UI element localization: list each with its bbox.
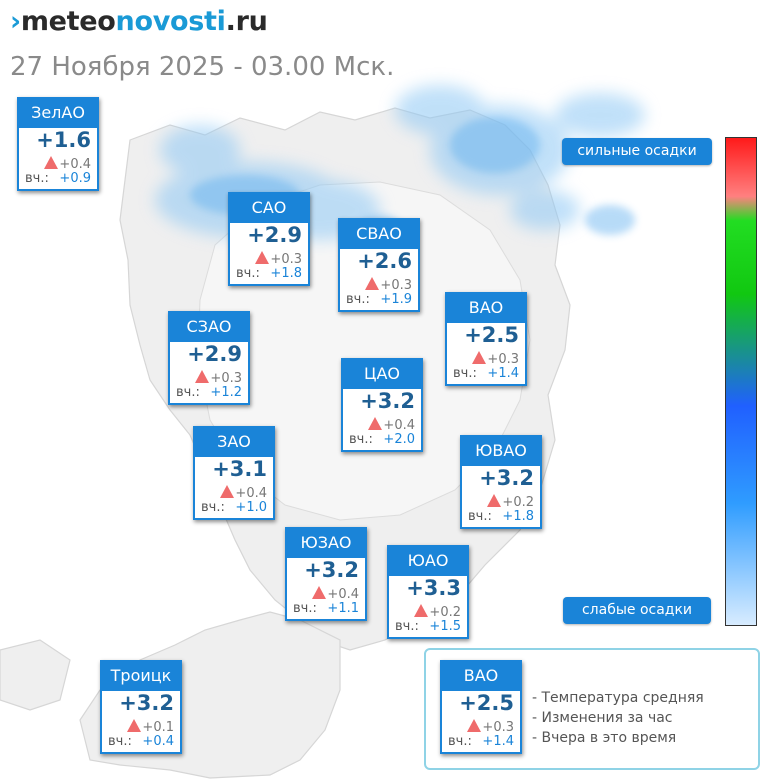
district-name: ЗАО [193, 426, 275, 457]
district-card-yuvao: ЮВАО +3.2 +0.2 вч.: +1.8 [460, 435, 542, 529]
site-logo[interactable]: ›meteonovosti.ru [10, 6, 268, 37]
rise-triangle-icon [467, 719, 482, 732]
strong-precip-label: сильные осадки [562, 138, 712, 165]
temperature-value: +3.3 [406, 576, 461, 600]
yesterday-row: вч.: +1.2 [176, 385, 242, 400]
legend-sample-card: ВАО +2.5 +0.3 вч.: +1.4 [440, 660, 522, 754]
district-card-szao: СЗАО +2.9 +0.3 вч.: +1.2 [168, 311, 250, 405]
hourly-change: +0.3 [255, 251, 302, 267]
temperature-value: +1.6 [36, 128, 91, 152]
district-card-zao: ЗАО +3.1 +0.4 вч.: +1.0 [193, 426, 275, 520]
temperature-value: +2.5 [459, 691, 514, 715]
hourly-change: +0.1 [127, 719, 174, 735]
rise-triangle-icon [487, 494, 502, 507]
yesterday-row: вч.: +1.4 [448, 734, 514, 749]
hourly-change: +0.3 [195, 370, 242, 386]
hourly-change: +0.4 [220, 485, 267, 501]
yesterday-row: вч.: +0.9 [25, 171, 91, 186]
temperature-value: +2.9 [247, 223, 302, 247]
hourly-change: +0.4 [44, 156, 91, 172]
hourly-change: +0.2 [414, 604, 461, 620]
rise-triangle-icon [195, 370, 210, 383]
yesterday-row: вч.: +1.1 [293, 601, 359, 616]
temperature-value: +2.6 [357, 249, 412, 273]
district-name: ЦАО [341, 358, 423, 389]
rise-triangle-icon [220, 485, 235, 498]
rise-triangle-icon [472, 351, 487, 364]
district-card-zelao: ЗелАО +1.6 +0.4 вч.: +0.9 [17, 97, 99, 191]
district-name: ЮАО [387, 545, 469, 576]
district-card-cao: ЦАО +3.2 +0.4 вч.: +2.0 [341, 358, 423, 452]
district-name: ЗелАО [17, 97, 99, 128]
district-name: ЮВАО [460, 435, 542, 466]
rise-triangle-icon [127, 719, 142, 732]
forecast-datetime: 27 Ноября 2025 - 03.00 Мск. [10, 52, 395, 82]
hourly-change: +0.2 [487, 494, 534, 510]
yesterday-row: вч.: +2.0 [349, 432, 415, 447]
district-card-troitsk: Троицк +3.2 +0.1 вч.: +0.4 [100, 660, 182, 754]
yesterday-row: вч.: +1.4 [453, 366, 519, 381]
hourly-change: +0.4 [368, 417, 415, 433]
yesterday-row: вч.: +1.0 [201, 500, 267, 515]
legend-line-change: - Изменения за час [532, 710, 673, 726]
yesterday-row: вч.: +1.5 [395, 619, 461, 634]
district-card-yuzao: ЮЗАО +3.2 +0.4 вч.: +1.1 [285, 527, 367, 621]
temperature-value: +3.2 [119, 691, 174, 715]
rise-triangle-icon [365, 277, 380, 290]
yesterday-row: вч.: +1.8 [468, 509, 534, 524]
yesterday-row: вч.: +1.8 [236, 266, 302, 281]
hourly-change: +0.3 [472, 351, 519, 367]
yesterday-row: вч.: +0.4 [108, 734, 174, 749]
legend-line-yesterday: - Вчера в это время [532, 730, 677, 746]
district-card-sao: САО +2.9 +0.3 вч.: +1.8 [228, 192, 310, 286]
temperature-value: +3.1 [212, 457, 267, 481]
legend-line-temperature: - Температура средняя [532, 690, 704, 706]
temperature-value: +2.9 [187, 342, 242, 366]
district-card-vao: ВАО +2.5 +0.3 вч.: +1.4 [445, 292, 527, 386]
district-name: СВАО [338, 218, 420, 249]
rise-triangle-icon [368, 417, 383, 430]
district-card-svao: СВАО +2.6 +0.3 вч.: +1.9 [338, 218, 420, 312]
weak-precip-label: слабые осадки [563, 597, 711, 624]
hourly-change: +0.3 [365, 277, 412, 293]
rise-triangle-icon [312, 586, 327, 599]
district-card-yuao: ЮАО +3.3 +0.2 вч.: +1.5 [387, 545, 469, 639]
legend-descriptions: - Температура средняя - Изменения за час… [532, 688, 704, 748]
rise-triangle-icon [44, 156, 59, 169]
temperature-value: +2.5 [464, 323, 519, 347]
district-name: ВАО [445, 292, 527, 323]
district-name: ВАО [440, 660, 522, 691]
temperature-value: +3.2 [304, 558, 359, 582]
district-name: САО [228, 192, 310, 223]
hourly-change: +0.3 [467, 719, 514, 735]
district-name: Троицк [100, 660, 182, 691]
rise-triangle-icon [414, 604, 429, 617]
district-name: ЮЗАО [285, 527, 367, 558]
temperature-value: +3.2 [360, 389, 415, 413]
rise-triangle-icon [255, 251, 270, 264]
precipitation-scale-bar [725, 137, 757, 626]
yesterday-row: вч.: +1.9 [346, 292, 412, 307]
hourly-change: +0.4 [312, 586, 359, 602]
district-name: СЗАО [168, 311, 250, 342]
temperature-value: +3.2 [479, 466, 534, 490]
